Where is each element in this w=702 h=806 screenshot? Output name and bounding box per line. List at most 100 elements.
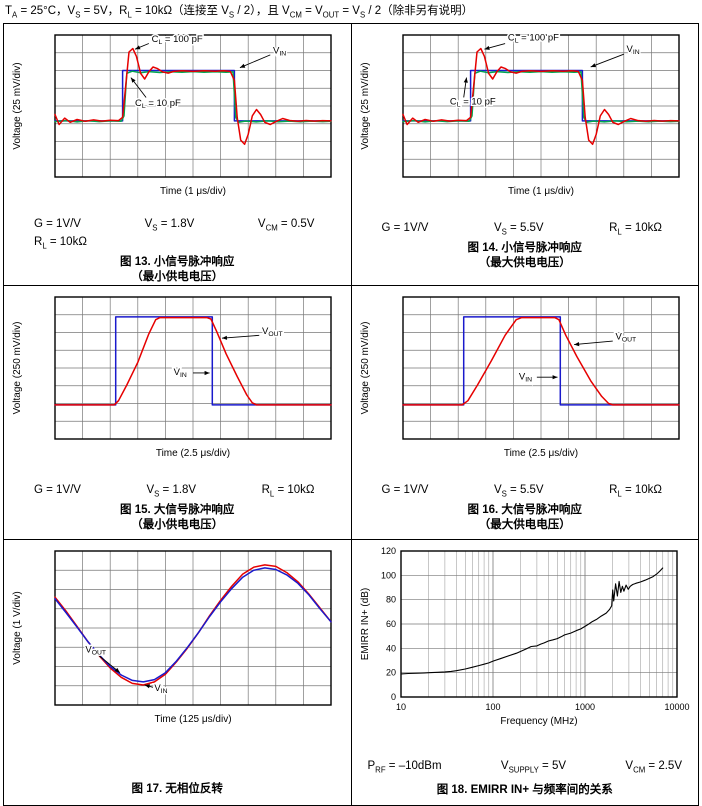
- y-axis-label: Voltage (25 mV/div): [360, 62, 371, 149]
- caption-line: 图 17. 无相位反转: [131, 782, 223, 795]
- figure-18-panel: 0 20 40 60 80 100 120 10 100 1000 10000 Frequency (…: [351, 539, 699, 805]
- annotation-arrowhead: [240, 63, 246, 68]
- y-tick-label: 120: [381, 546, 396, 556]
- grid: [55, 550, 332, 705]
- caption-line: （最大供电电压）: [478, 518, 571, 531]
- figure-17-panel: VOUT VIN Time (125 μs/div) Voltage (1 V/div…: [4, 539, 351, 805]
- figure-14-chart: CL = 100 pF VIN CL = 10 pF Time (1 μs/div) V…: [360, 31, 680, 197]
- annotation-arrowhead: [573, 341, 580, 346]
- annotation-label: CL = 10 pF: [135, 98, 181, 110]
- condition-gain: G = 1V/V: [381, 483, 429, 496]
- y-tick-label: 40: [386, 643, 396, 653]
- caption-line: （最小供电电压）: [131, 518, 224, 531]
- figure-18-conditions: PRF = –10dBm VSUPPLY = 5V VCM = 2.5V: [352, 759, 699, 775]
- condition-vcm: VCM = 2.5V: [625, 759, 682, 774]
- figure-13-caption: 图 13. 小信号脉冲响应 （最小供电电压）: [4, 255, 351, 285]
- annotation-label: VIN: [519, 371, 532, 383]
- page-header: TA = 25°C，VS = 5V，RL = 10kΩ（连接至 VS / 2），…: [5, 5, 474, 20]
- series-VOUT: [54, 316, 332, 406]
- figure-13-conditions-row1: G = 1V/V VS = 1.8V VCM = 0.5V: [4, 217, 351, 233]
- x-axis-label: Time (2.5 μs/div): [156, 448, 230, 459]
- annotation-arrow: [239, 54, 271, 68]
- grid: [402, 296, 679, 439]
- annotation-label: CL = 10 pF: [450, 96, 496, 108]
- figure-17-chart: VOUT VIN Time (125 μs/div) Voltage (1 V/div…: [12, 549, 332, 725]
- y-tick-label: 60: [386, 619, 396, 629]
- series-VOUT: [402, 316, 680, 406]
- annotation-arrow: [222, 334, 260, 339]
- annotation-arrowhead: [135, 45, 141, 49]
- grid: [400, 550, 677, 697]
- condition-vs: VS = 5.5V: [493, 221, 544, 236]
- condition-gain: G = 1V/V: [381, 221, 429, 234]
- y-axis-label: EMIRR IN+ (dB): [360, 587, 371, 660]
- figure-17-caption: 图 17. 无相位反转: [4, 782, 351, 797]
- caption-line: 图 15. 大信号脉冲响应: [120, 503, 235, 516]
- condition-prf: PRF = –10dBm: [367, 759, 442, 774]
- figure-13-conditions-row2: RL = 10kΩ: [4, 235, 351, 251]
- caption-line: （最大供电电压）: [478, 256, 571, 269]
- grid: [402, 34, 679, 177]
- figure-16-chart: VOUT VIN Time (2.5 μs/div) Voltage (250 mV/…: [360, 295, 680, 459]
- series-CL-100-pF: [54, 47, 332, 145]
- series-CL-100-pF: [402, 47, 680, 145]
- series-EMIRR-IN+: [400, 567, 664, 675]
- figure-13-chart: CL = 100 pF VIN CL = 10 pF Time (1 μs/div) V…: [12, 32, 332, 197]
- annotation-arrowhead: [204, 370, 210, 375]
- figure-14-panel: CL = 100 pF VIN CL = 10 pF Time (1 μs/div) V…: [351, 23, 699, 285]
- y-tick-label: 80: [386, 594, 396, 604]
- condition-vcm: VCM = 0.5V: [257, 217, 315, 232]
- annotation-arrowhead: [590, 62, 596, 67]
- condition-rl: RL = 10kΩ: [609, 483, 662, 498]
- caption-line: 图 18. EMIRR IN+ 与频率间的关系: [436, 783, 613, 796]
- annotation-label: VOUT: [262, 326, 283, 338]
- figure-14-conditions: G = 1V/V VS = 5.5V RL = 10kΩ: [352, 221, 699, 237]
- figure-15-panel: VOUT VIN Time (2.5 μs/div) Voltage (250 mV/…: [4, 285, 351, 539]
- annotation-arrowhead: [552, 374, 558, 379]
- annotation-arrow: [573, 340, 613, 345]
- x-axis-label: Time (1 μs/div): [508, 186, 574, 197]
- caption-line: 图 13. 小信号脉冲响应: [120, 255, 235, 268]
- condition-vs: VS = 5.5V: [493, 483, 544, 498]
- x-axis-label: Time (1 μs/div): [160, 186, 226, 197]
- plot-frame: [402, 33, 680, 178]
- x-tick-label: 10: [396, 702, 406, 712]
- annotation-arrowhead: [131, 77, 136, 83]
- annotation-arrowhead: [463, 77, 468, 83]
- caption-line: 图 14. 小信号脉冲响应: [467, 241, 582, 254]
- x-tick-label: 100: [485, 702, 500, 712]
- figure-15-caption: 图 15. 大信号脉冲响应 （最小供电电压）: [4, 503, 351, 533]
- condition-rl: RL = 10kΩ: [34, 235, 87, 251]
- plot-frame: [400, 549, 678, 698]
- annotation-label: CL = 100 pF: [508, 32, 559, 44]
- x-tick-label: 10000: [664, 702, 689, 712]
- figure-16-panel: VOUT VIN Time (2.5 μs/div) Voltage (250 mV/…: [351, 285, 699, 539]
- condition-vs: VS = 1.8V: [144, 217, 195, 232]
- plot-frame: [54, 549, 332, 706]
- annotation-arrowhead: [144, 683, 151, 688]
- y-tick-label: 20: [386, 667, 396, 677]
- figure-14-caption: 图 14. 小信号脉冲响应 （最大供电电压）: [352, 241, 699, 271]
- annotation-arrow: [590, 53, 624, 68]
- condition-gain: G = 1V/V: [34, 217, 81, 230]
- annotation-arrowhead: [484, 45, 490, 50]
- annotation-label: VIN: [626, 44, 639, 56]
- annotation-label: VIN: [174, 367, 187, 379]
- plot-frame: [54, 33, 332, 178]
- figure-15-conditions: G = 1V/V VS = 1.8V RL = 10kΩ: [4, 483, 351, 499]
- condition-rl: RL = 10kΩ: [261, 483, 315, 498]
- grid: [55, 34, 332, 177]
- caption-line: 图 16. 大信号脉冲响应: [467, 503, 582, 516]
- x-axis-label: Time (125 μs/div): [155, 714, 232, 725]
- annotation-arrowhead: [222, 335, 228, 340]
- y-axis-label: Voltage (25 mV/div): [12, 62, 23, 149]
- y-axis-label: Voltage (250 mV/div): [12, 321, 23, 414]
- annotation-label: VOUT: [86, 644, 107, 656]
- y-tick-label: 0: [391, 692, 396, 702]
- annotation-label: VOUT: [615, 331, 636, 343]
- annotation-label: VIN: [155, 683, 168, 695]
- x-tick-label: 1000: [575, 702, 595, 712]
- figure-15-chart: VOUT VIN Time (2.5 μs/div) Voltage (250 mV/…: [12, 295, 332, 459]
- plot-frame: [54, 295, 332, 440]
- figure-16-caption: 图 16. 大信号脉冲响应 （最大供电电压）: [352, 503, 699, 533]
